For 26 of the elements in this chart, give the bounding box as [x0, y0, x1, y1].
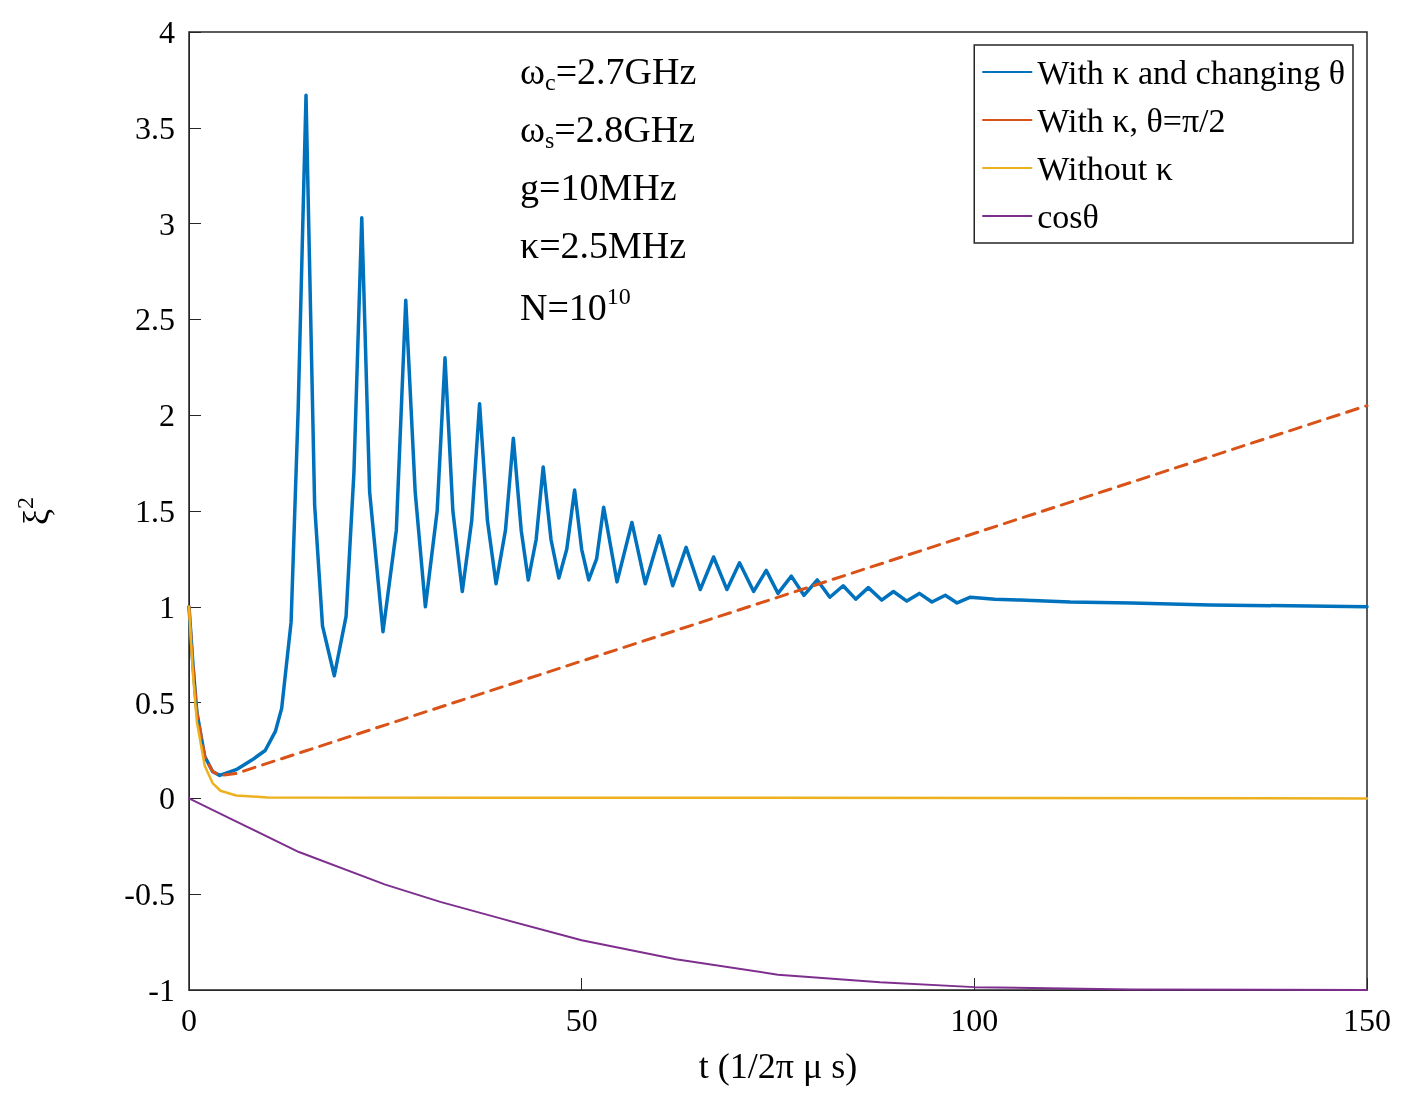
y-tick-label: -0.5 [124, 876, 175, 913]
line-series [187, 605, 1369, 800]
y-tick-label: 4 [159, 14, 175, 50]
annotation: κ=2.5MHz [520, 224, 687, 266]
x-tick-label: 100 [950, 1002, 999, 1038]
legend-label: Without κ [1037, 149, 1173, 187]
y-tick-label: 0.5 [135, 684, 175, 721]
y-tick-label: -1 [148, 972, 175, 1008]
y-axis-title: ξ2 [12, 496, 56, 526]
x-axis-title: t (1/2π μ s) [698, 1046, 858, 1086]
legend-label: cosθ [1037, 197, 1099, 235]
line-series [187, 93, 1369, 778]
y-tick-label: 0 [159, 780, 175, 817]
legend-label: With κ, θ=π/2 [1037, 101, 1226, 139]
y-tick-label: 1.5 [135, 493, 175, 529]
legend-label: With κ and changing θ [1037, 53, 1346, 91]
y-tick-label: 2 [159, 397, 175, 434]
y-tick-label: 3.5 [135, 109, 175, 146]
y-tick-label: 1 [159, 588, 175, 625]
x-tick-label: 150 [1343, 1002, 1391, 1038]
y-tick-label: 3 [159, 205, 175, 242]
x-tick-label: 50 [565, 1002, 598, 1038]
y-tick-label: 2.5 [135, 301, 175, 338]
line-series [187, 404, 1369, 777]
annotation: g=10MHz [520, 166, 677, 208]
x-tick-label: 0 [181, 1002, 197, 1038]
